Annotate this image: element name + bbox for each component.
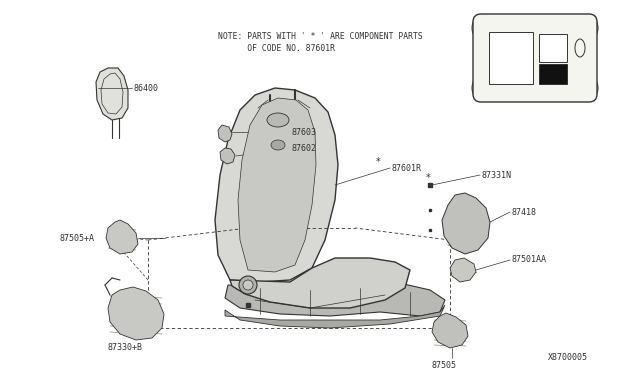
Polygon shape bbox=[106, 220, 138, 254]
Text: NOTE: PARTS WITH ' * ' ARE COMPONENT PARTS: NOTE: PARTS WITH ' * ' ARE COMPONENT PAR… bbox=[218, 32, 423, 41]
Polygon shape bbox=[218, 125, 232, 142]
Polygon shape bbox=[442, 193, 490, 254]
Text: 87602: 87602 bbox=[292, 144, 317, 153]
Ellipse shape bbox=[584, 17, 598, 39]
Polygon shape bbox=[220, 148, 235, 164]
Text: 86400: 86400 bbox=[134, 83, 159, 93]
Bar bbox=[539, 34, 567, 62]
Text: X8700005: X8700005 bbox=[548, 353, 588, 362]
Text: 87330+B: 87330+B bbox=[108, 343, 143, 353]
Text: 87501AA: 87501AA bbox=[512, 256, 547, 264]
Ellipse shape bbox=[239, 276, 257, 294]
Polygon shape bbox=[225, 305, 445, 328]
Text: 87505+A: 87505+A bbox=[60, 234, 95, 243]
Polygon shape bbox=[108, 287, 164, 340]
Text: 87603: 87603 bbox=[292, 128, 317, 137]
Text: 87418: 87418 bbox=[512, 208, 537, 217]
Ellipse shape bbox=[472, 17, 486, 39]
Text: 87331N: 87331N bbox=[482, 170, 512, 180]
FancyBboxPatch shape bbox=[473, 14, 597, 102]
Polygon shape bbox=[432, 313, 468, 348]
Polygon shape bbox=[215, 88, 338, 282]
Ellipse shape bbox=[271, 140, 285, 150]
Bar bbox=[489, 32, 533, 84]
Polygon shape bbox=[450, 258, 476, 282]
Bar bbox=[539, 64, 567, 84]
Ellipse shape bbox=[584, 77, 598, 99]
Text: 87601R: 87601R bbox=[392, 164, 422, 173]
Text: 87505: 87505 bbox=[432, 360, 457, 369]
Ellipse shape bbox=[267, 113, 289, 127]
Polygon shape bbox=[96, 68, 128, 120]
Polygon shape bbox=[238, 98, 316, 272]
Ellipse shape bbox=[243, 280, 253, 290]
Text: OF CODE NO. 87601R: OF CODE NO. 87601R bbox=[218, 44, 335, 53]
Ellipse shape bbox=[575, 39, 585, 57]
Text: *: * bbox=[376, 157, 380, 167]
Polygon shape bbox=[225, 282, 445, 316]
Polygon shape bbox=[230, 258, 410, 308]
Ellipse shape bbox=[472, 77, 486, 99]
Text: *: * bbox=[426, 173, 430, 183]
